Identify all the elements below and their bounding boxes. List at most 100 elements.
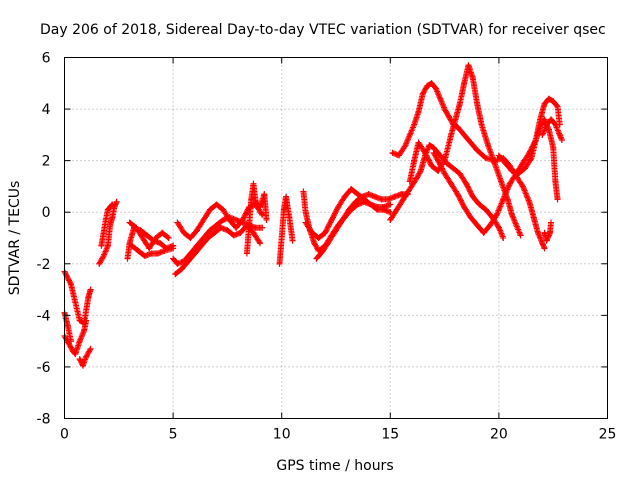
data-point <box>415 139 422 146</box>
data-point <box>133 224 140 231</box>
series-track-2 <box>61 317 90 358</box>
data-point <box>395 152 402 159</box>
data-point <box>211 229 218 236</box>
grid-lines <box>64 57 608 419</box>
data-point <box>391 193 398 200</box>
data-point <box>107 222 114 229</box>
data-point <box>144 232 151 239</box>
data-point <box>359 193 366 200</box>
data-point <box>170 255 177 262</box>
data-point <box>280 206 287 213</box>
data-point <box>187 235 194 241</box>
data-point <box>68 338 75 345</box>
data-point <box>193 227 200 234</box>
data-point <box>430 144 437 151</box>
plot-frame <box>64 57 608 419</box>
data-point <box>213 201 220 208</box>
data-point <box>450 165 457 172</box>
data-point <box>220 206 227 213</box>
data-point <box>378 196 385 203</box>
data-point <box>237 229 244 236</box>
data-point <box>398 191 405 198</box>
data-point <box>98 242 105 249</box>
x-tick-label: 15 <box>381 427 399 443</box>
series-track-14 <box>276 193 296 267</box>
data-point <box>428 80 435 87</box>
data-point <box>500 196 507 203</box>
data-point <box>174 260 181 267</box>
data-point <box>474 100 481 107</box>
data-point <box>461 204 468 211</box>
data-point <box>546 229 553 236</box>
data-point <box>79 362 86 369</box>
data-point <box>508 211 515 218</box>
data-point <box>454 191 461 198</box>
data-point <box>102 216 109 223</box>
data-point <box>537 116 544 123</box>
data-point <box>263 216 270 223</box>
data-point <box>452 116 459 123</box>
data-point <box>437 152 444 159</box>
data-point <box>528 155 535 162</box>
data-point <box>276 260 283 267</box>
data-point <box>161 247 168 254</box>
data-point <box>552 178 559 185</box>
data-point <box>517 232 524 239</box>
data-point <box>515 170 522 177</box>
data-point <box>139 235 146 241</box>
data-point <box>478 121 485 128</box>
data-point <box>469 75 476 82</box>
data-point <box>335 204 342 211</box>
data-point <box>467 139 474 146</box>
series-track-16 <box>302 186 394 241</box>
data-point <box>548 116 555 123</box>
data-point <box>309 229 316 236</box>
data-point <box>387 201 394 208</box>
series-track-17 <box>313 191 411 262</box>
x-tick-label: 0 <box>60 427 69 443</box>
data-point <box>435 167 442 174</box>
data-point <box>513 222 520 229</box>
data-point <box>200 216 207 223</box>
data-point <box>519 160 526 167</box>
data-point <box>207 227 214 234</box>
data-point <box>387 216 394 223</box>
data-point <box>198 242 205 249</box>
x-tick-label: 25 <box>599 427 617 443</box>
data-point <box>545 126 552 133</box>
data-point <box>385 196 392 203</box>
data-point <box>415 108 422 115</box>
data-point <box>220 216 227 223</box>
data-point <box>248 196 255 203</box>
data-point <box>365 191 372 198</box>
data-point <box>448 180 455 187</box>
series-marks <box>276 193 296 267</box>
data-point <box>174 219 181 226</box>
data-point <box>230 232 237 239</box>
data-point <box>76 338 83 345</box>
data-point <box>333 227 339 234</box>
data-point <box>554 103 561 110</box>
series-track-3 <box>76 345 94 369</box>
data-point <box>532 137 539 144</box>
data-point <box>521 165 528 172</box>
data-point <box>474 222 481 229</box>
data-point <box>554 196 561 203</box>
data-point <box>374 206 381 213</box>
data-point <box>424 82 431 89</box>
data-point <box>311 240 318 247</box>
data-point <box>141 253 148 260</box>
data-point <box>213 222 220 229</box>
data-point <box>76 356 83 363</box>
series-track-24 <box>539 116 565 144</box>
y-tick-label: -6 <box>37 360 51 376</box>
series-track-23 <box>541 219 555 244</box>
series-track-18 <box>387 142 507 241</box>
y-axis-label: SDTVAR / TECUs <box>7 181 23 296</box>
data-point <box>252 198 259 205</box>
data-point <box>354 191 361 198</box>
data-point <box>502 160 509 167</box>
data-point <box>278 235 285 241</box>
data-point <box>406 131 413 138</box>
